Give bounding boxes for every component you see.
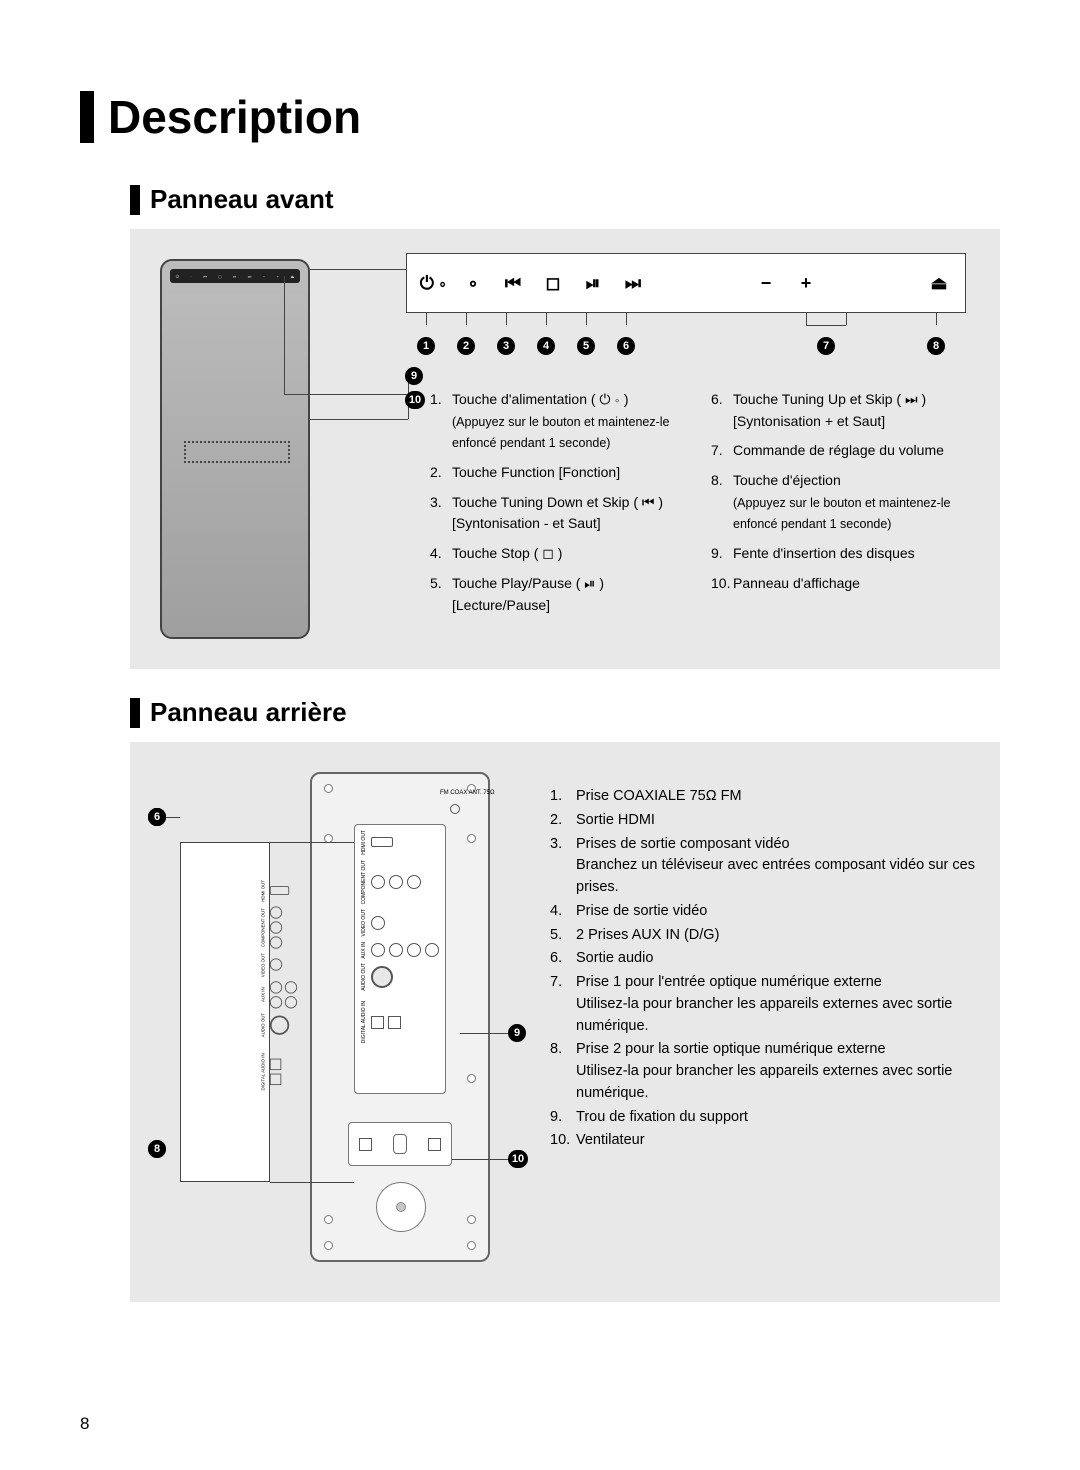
legend-item: 2.Touche Function [Fonction] xyxy=(430,462,697,484)
vol-down-icon: − xyxy=(746,273,786,294)
power-icon: ⏻ ∘ xyxy=(413,273,453,294)
legend-item: 3.Prises de sortie composant vidéoBranch… xyxy=(550,834,984,899)
legend-item: 1.Prise COAXIALE 75Ω FM xyxy=(550,786,984,808)
title-accent-bar xyxy=(80,91,94,143)
callout-num-2: 2 xyxy=(457,337,475,355)
stop-icon: ◻ xyxy=(533,273,573,294)
legend-item: 6.Touche Tuning Up et Skip ( ⏭ ) [Synton… xyxy=(711,389,978,432)
hdmi-port-icon xyxy=(371,837,393,847)
page-number: 8 xyxy=(80,1414,89,1434)
vol-up-icon: + xyxy=(786,273,826,294)
page-title-wrap: Description xyxy=(80,90,1000,144)
legend-item: 8.Touche d'éjection(Appuyez sur le bouto… xyxy=(711,470,978,535)
callout-num-7: 7 xyxy=(817,337,835,355)
device-front-illustration: ⏻·⏮◻⏯⏭−+⏏ xyxy=(160,259,310,639)
subtitle-accent-bar xyxy=(130,185,140,215)
callout-num-10: 10 xyxy=(508,1150,528,1168)
disc-slot-outline xyxy=(184,441,290,463)
aux-jack-icon xyxy=(407,943,421,957)
rear-connector-strip: HDMI OUT COMPONENT OUT VIDEO OUT AUX IN … xyxy=(354,824,446,1094)
front-panel-block: ⏻·⏮◻⏯⏭−+⏏ FUNCTION VOLUME ⏻ ∘ ∘ ⏮ ◻ ⏯ ⏭ … xyxy=(130,229,1000,669)
leader-line xyxy=(308,419,408,420)
leader-line xyxy=(270,1182,354,1183)
legend-item: 5.Touche Play/Pause ( ⏯ )[Lecture/Pause] xyxy=(430,573,697,616)
rear-connector-callout: HDMI OUT COMPONENT OUT VIDEO OUT AUX IN … xyxy=(180,842,270,1182)
coax-port-label: FM COAX ANT. 75Ω xyxy=(440,790,495,797)
callout-num-8: 8 xyxy=(927,337,945,355)
support-hole-bar xyxy=(348,1122,452,1166)
rear-panel-heading-wrap: Panneau arrière xyxy=(130,697,1000,728)
controls-callout-box: ⏻ ∘ ∘ ⏮ ◻ ⏯ ⏭ − + ⏏ xyxy=(406,253,966,313)
device-front-top-strip: ⏻·⏮◻⏯⏭−+⏏ xyxy=(170,269,300,283)
legend-item: 9.Fente d'insertion des disques xyxy=(711,543,978,565)
leader-line xyxy=(460,1033,508,1034)
leader-line xyxy=(452,1159,508,1160)
legend-item: 7.Prise 1 pour l'entrée optique numériqu… xyxy=(550,972,984,1037)
aux-jack-icon xyxy=(371,943,385,957)
front-panel-heading: Panneau avant xyxy=(150,184,334,215)
legend-item: 5.2 Prises AUX IN (D/G) xyxy=(550,925,984,947)
front-panel-heading-wrap: Panneau avant xyxy=(130,184,1000,215)
component-jack-icon xyxy=(371,875,385,889)
audio-out-jack-icon xyxy=(371,966,393,988)
eject-icon: ⏏ xyxy=(919,273,959,294)
function-icon: ∘ xyxy=(453,273,493,294)
optical-port-icon xyxy=(388,1016,401,1029)
callout-num-6: 6 xyxy=(617,337,635,355)
skip-back-icon: ⏮ xyxy=(493,273,533,294)
legend-item: 8.Prise 2 pour la sortie optique numériq… xyxy=(550,1039,984,1104)
front-legend-left: 1.Touche d'alimentation ( ⏻ ∘ )(Appuyez … xyxy=(430,389,697,624)
fan-icon xyxy=(376,1182,426,1232)
legend-item: 1.Touche d'alimentation ( ⏻ ∘ )(Appuyez … xyxy=(430,389,697,454)
legend-item: 4.Touche Stop ( ◻ ) xyxy=(430,543,697,565)
callout-num-5: 5 xyxy=(577,337,595,355)
front-legend-right: 6.Touche Tuning Up et Skip ( ⏭ ) [Synton… xyxy=(711,389,978,624)
aux-jack-icon xyxy=(389,943,403,957)
front-legend: 1.Touche d'alimentation ( ⏻ ∘ )(Appuyez … xyxy=(430,389,978,624)
front-callout-numbers: 1 2 3 4 5 6 7 8 xyxy=(406,337,966,359)
legend-item: 3.Touche Tuning Down et Skip ( ⏮ ) [Synt… xyxy=(430,492,697,535)
callout-num-9: 9 xyxy=(405,367,423,385)
callout-ticks xyxy=(406,313,966,333)
callout-num-8: 8 xyxy=(148,1140,166,1158)
callout-num-3: 3 xyxy=(497,337,515,355)
callout-num-4: 4 xyxy=(537,337,555,355)
coax-port-icon xyxy=(450,804,460,814)
page-title: Description xyxy=(108,90,361,144)
legend-item: 10.Panneau d'affichage xyxy=(711,573,978,595)
skip-fwd-icon: ⏭ xyxy=(613,273,653,294)
optical-port-icon xyxy=(371,1016,384,1029)
subtitle-accent-bar xyxy=(130,698,140,728)
component-jack-icon xyxy=(407,875,421,889)
play-pause-icon: ⏯ xyxy=(573,273,613,294)
rear-panel-block: FM COAX ANT. 75Ω HDMI OUT COMPONENT OUT … xyxy=(130,742,1000,1302)
leader-line xyxy=(166,817,180,818)
legend-item: 10.Ventilateur xyxy=(550,1130,984,1152)
rear-panel-heading: Panneau arrière xyxy=(150,697,347,728)
legend-item: 2.Sortie HDMI xyxy=(550,810,984,832)
legend-item: 7.Commande de réglage du volume xyxy=(711,440,978,462)
legend-item: 9.Trou de fixation du support xyxy=(550,1107,984,1129)
leader-line xyxy=(308,269,412,270)
callout-num-10: 10 xyxy=(405,391,425,409)
aux-jack-icon xyxy=(425,943,439,957)
component-jack-icon xyxy=(389,875,403,889)
callout-num-9: 9 xyxy=(508,1024,526,1042)
video-jack-icon xyxy=(371,916,385,930)
leader-line xyxy=(284,276,285,394)
leader-line xyxy=(270,842,354,843)
rear-legend: 1.Prise COAXIALE 75Ω FM 2.Sortie HDMI 3.… xyxy=(550,786,984,1154)
legend-item: 6.Sortie audio xyxy=(550,948,984,970)
callout-num-1: 1 xyxy=(417,337,435,355)
callout-num-6: 6 xyxy=(148,808,166,826)
leader-line xyxy=(284,394,408,395)
legend-item: 4.Prise de sortie vidéo xyxy=(550,901,984,923)
